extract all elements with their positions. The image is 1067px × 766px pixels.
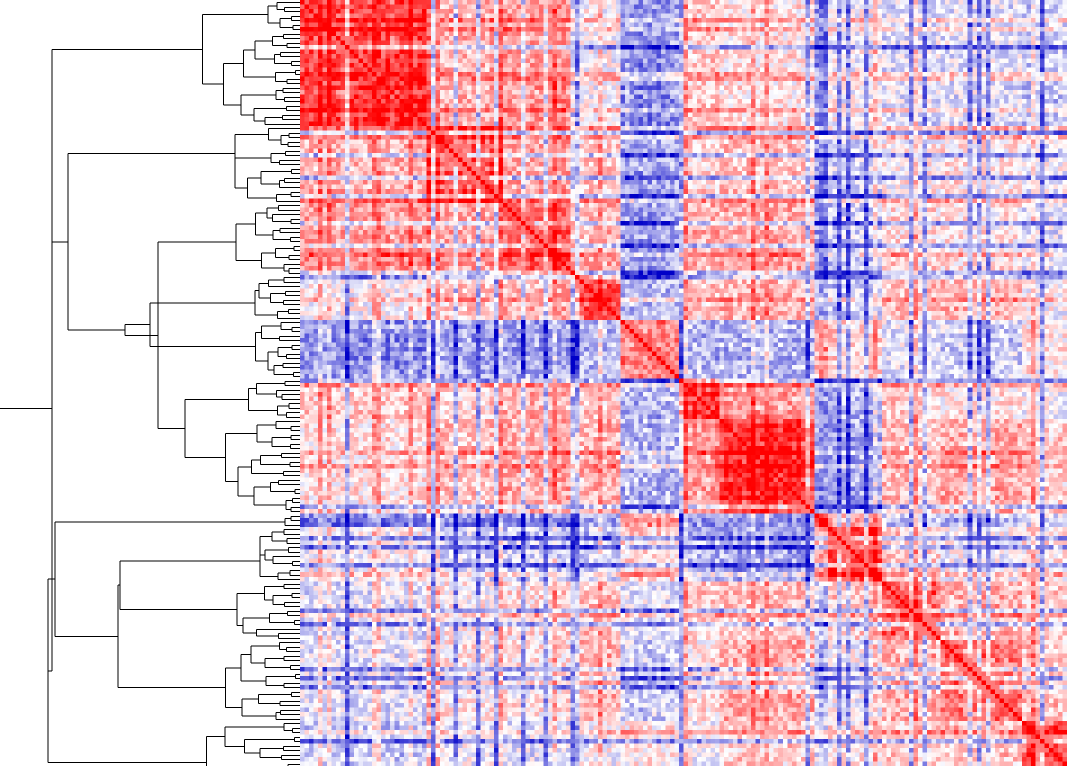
correlation-heatmap	[300, 0, 1067, 766]
row-dendrogram	[0, 2, 300, 766]
